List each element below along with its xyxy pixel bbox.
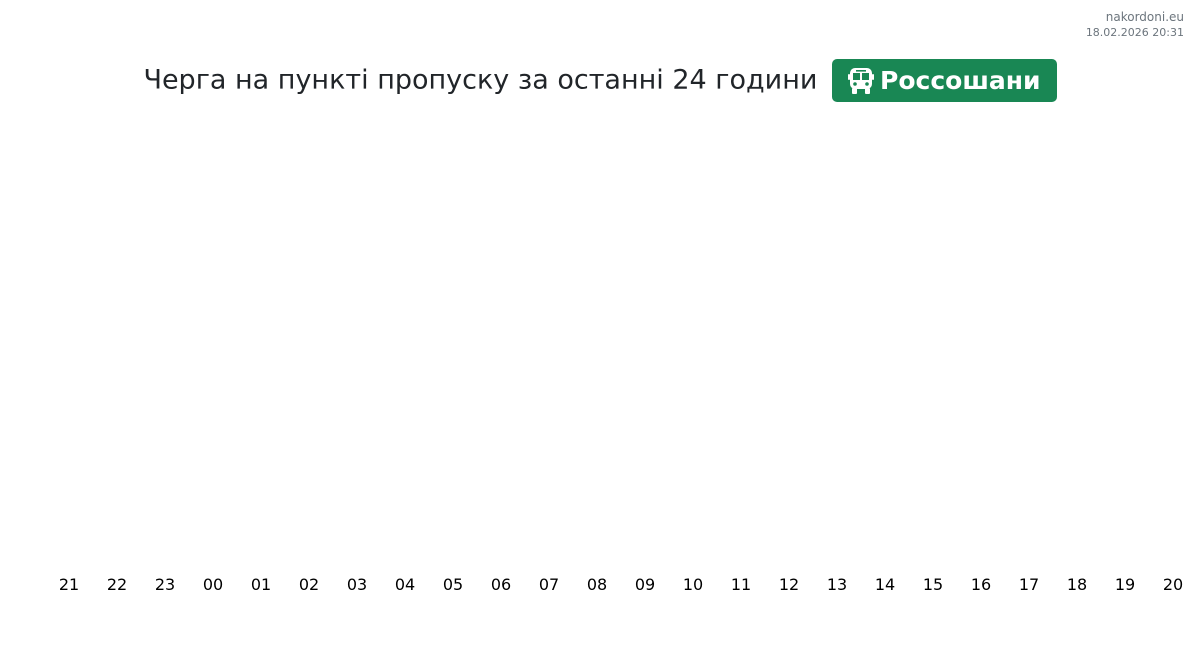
x-tick-label: 08 — [587, 575, 607, 594]
header-meta: nakordoni.eu 18.02.2026 20:31 — [1086, 9, 1184, 41]
bus-icon — [848, 67, 875, 94]
x-tick-label: 15 — [923, 575, 943, 594]
x-tick-label: 16 — [971, 575, 991, 594]
x-tick-label: 17 — [1019, 575, 1039, 594]
site-name: nakordoni.eu — [1105, 10, 1184, 24]
x-tick-label: 23 — [155, 575, 175, 594]
x-tick-label: 04 — [395, 575, 415, 594]
x-tick-label: 05 — [443, 575, 463, 594]
x-tick-label: 20 — [1163, 575, 1183, 594]
x-tick-label: 07 — [539, 575, 559, 594]
x-tick-label: 14 — [875, 575, 895, 594]
timestamp: 18.02.2026 20:31 — [1085, 26, 1184, 39]
x-tick-label: 03 — [347, 575, 367, 594]
x-tick-label: 02 — [299, 575, 319, 594]
x-tick-label: 01 — [251, 575, 271, 594]
title-text: Черга на пункті пропуску за останні 24 г… — [143, 64, 818, 96]
checkpoint-name: Россошани — [880, 65, 1041, 95]
x-tick-label: 18 — [1067, 575, 1087, 594]
x-tick-label: 00 — [203, 575, 223, 594]
x-tick-label: 22 — [107, 575, 127, 594]
x-tick-label: 12 — [779, 575, 799, 594]
x-tick-label: 06 — [491, 575, 511, 594]
x-tick-label: 10 — [683, 575, 703, 594]
x-tick-label: 13 — [827, 575, 847, 594]
x-tick-label: 11 — [731, 575, 751, 594]
x-tick-label: 09 — [635, 575, 655, 594]
page-title: Черга на пункті пропуску за останні 24 г… — [0, 58, 1200, 103]
checkpoint-badge: Россошани — [832, 59, 1057, 102]
x-tick-label: 19 — [1115, 575, 1135, 594]
x-tick-label: 21 — [59, 575, 79, 594]
